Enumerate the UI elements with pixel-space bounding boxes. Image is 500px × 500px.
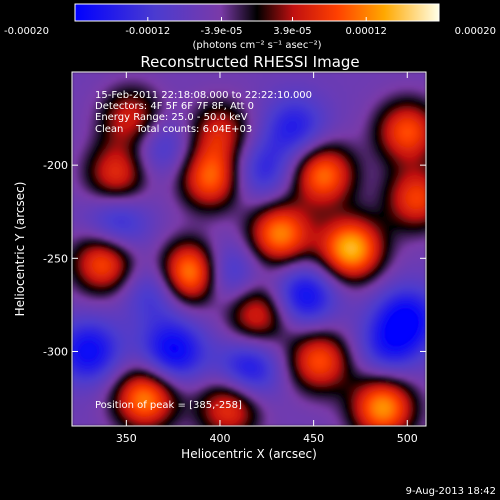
y-tick-label: -250: [43, 252, 68, 265]
colorbar-unit-label: (photons cm⁻² s⁻¹ asec⁻²): [192, 40, 321, 51]
annotation-clean-counts: Clean Total counts: 6.04E+03: [95, 124, 252, 135]
image-plot: [72, 72, 426, 426]
peak-position-label: Position of peak = [385,-258]: [95, 400, 242, 411]
x-tick-label: 500: [397, 432, 418, 445]
x-tick-label: 350: [116, 432, 137, 445]
colorbar-tick-label: 0.00020: [455, 26, 496, 37]
y-axis-ticks: -200 -250 -300: [43, 159, 426, 358]
chart-title: Reconstructed RHESSI Image: [140, 53, 359, 71]
heatmap-image: [72, 72, 426, 426]
y-tick-label: -200: [43, 159, 68, 172]
timestamp: 9-Aug-2013 18:42: [406, 486, 496, 497]
colorbar-tick-label: 3.9e-05: [273, 26, 311, 37]
x-axis-ticks: 350 400 450 500: [116, 72, 418, 445]
annotation-detectors: Detectors: 4F 5F 6F 7F 8F, Att 0: [95, 101, 254, 112]
annotation-time-range: 15-Feb-2011 22:18:08.000 to 22:22:10.000: [95, 90, 312, 101]
x-tick-label: 400: [209, 432, 230, 445]
colorbar: [74, 3, 440, 22]
annotation-energy-range: Energy Range: 25.0 - 50.0 keV: [95, 112, 248, 123]
colorbar-tick-label: -0.00012: [125, 26, 170, 37]
colorbar-tick-label: -0.00020: [4, 26, 49, 37]
header-annotations: 15-Feb-2011 22:18:08.000 to 22:22:10.000…: [95, 90, 312, 135]
x-axis-label: Heliocentric X (arcsec): [181, 447, 317, 461]
colorbar-tick-label: 0.00012: [346, 26, 387, 37]
x-tick-label: 450: [303, 432, 324, 445]
y-tick-label: -300: [43, 345, 68, 358]
y-axis-label: Heliocentric Y (arcsec): [13, 182, 27, 317]
colorbar-ticks: -0.00020 -0.00012 -3.9e-05 3.9e-05 0.00012 0.…: [4, 17, 496, 37]
plot-frame: [71, 71, 427, 427]
colorbar-tick-label: -3.9e-05: [201, 26, 243, 37]
